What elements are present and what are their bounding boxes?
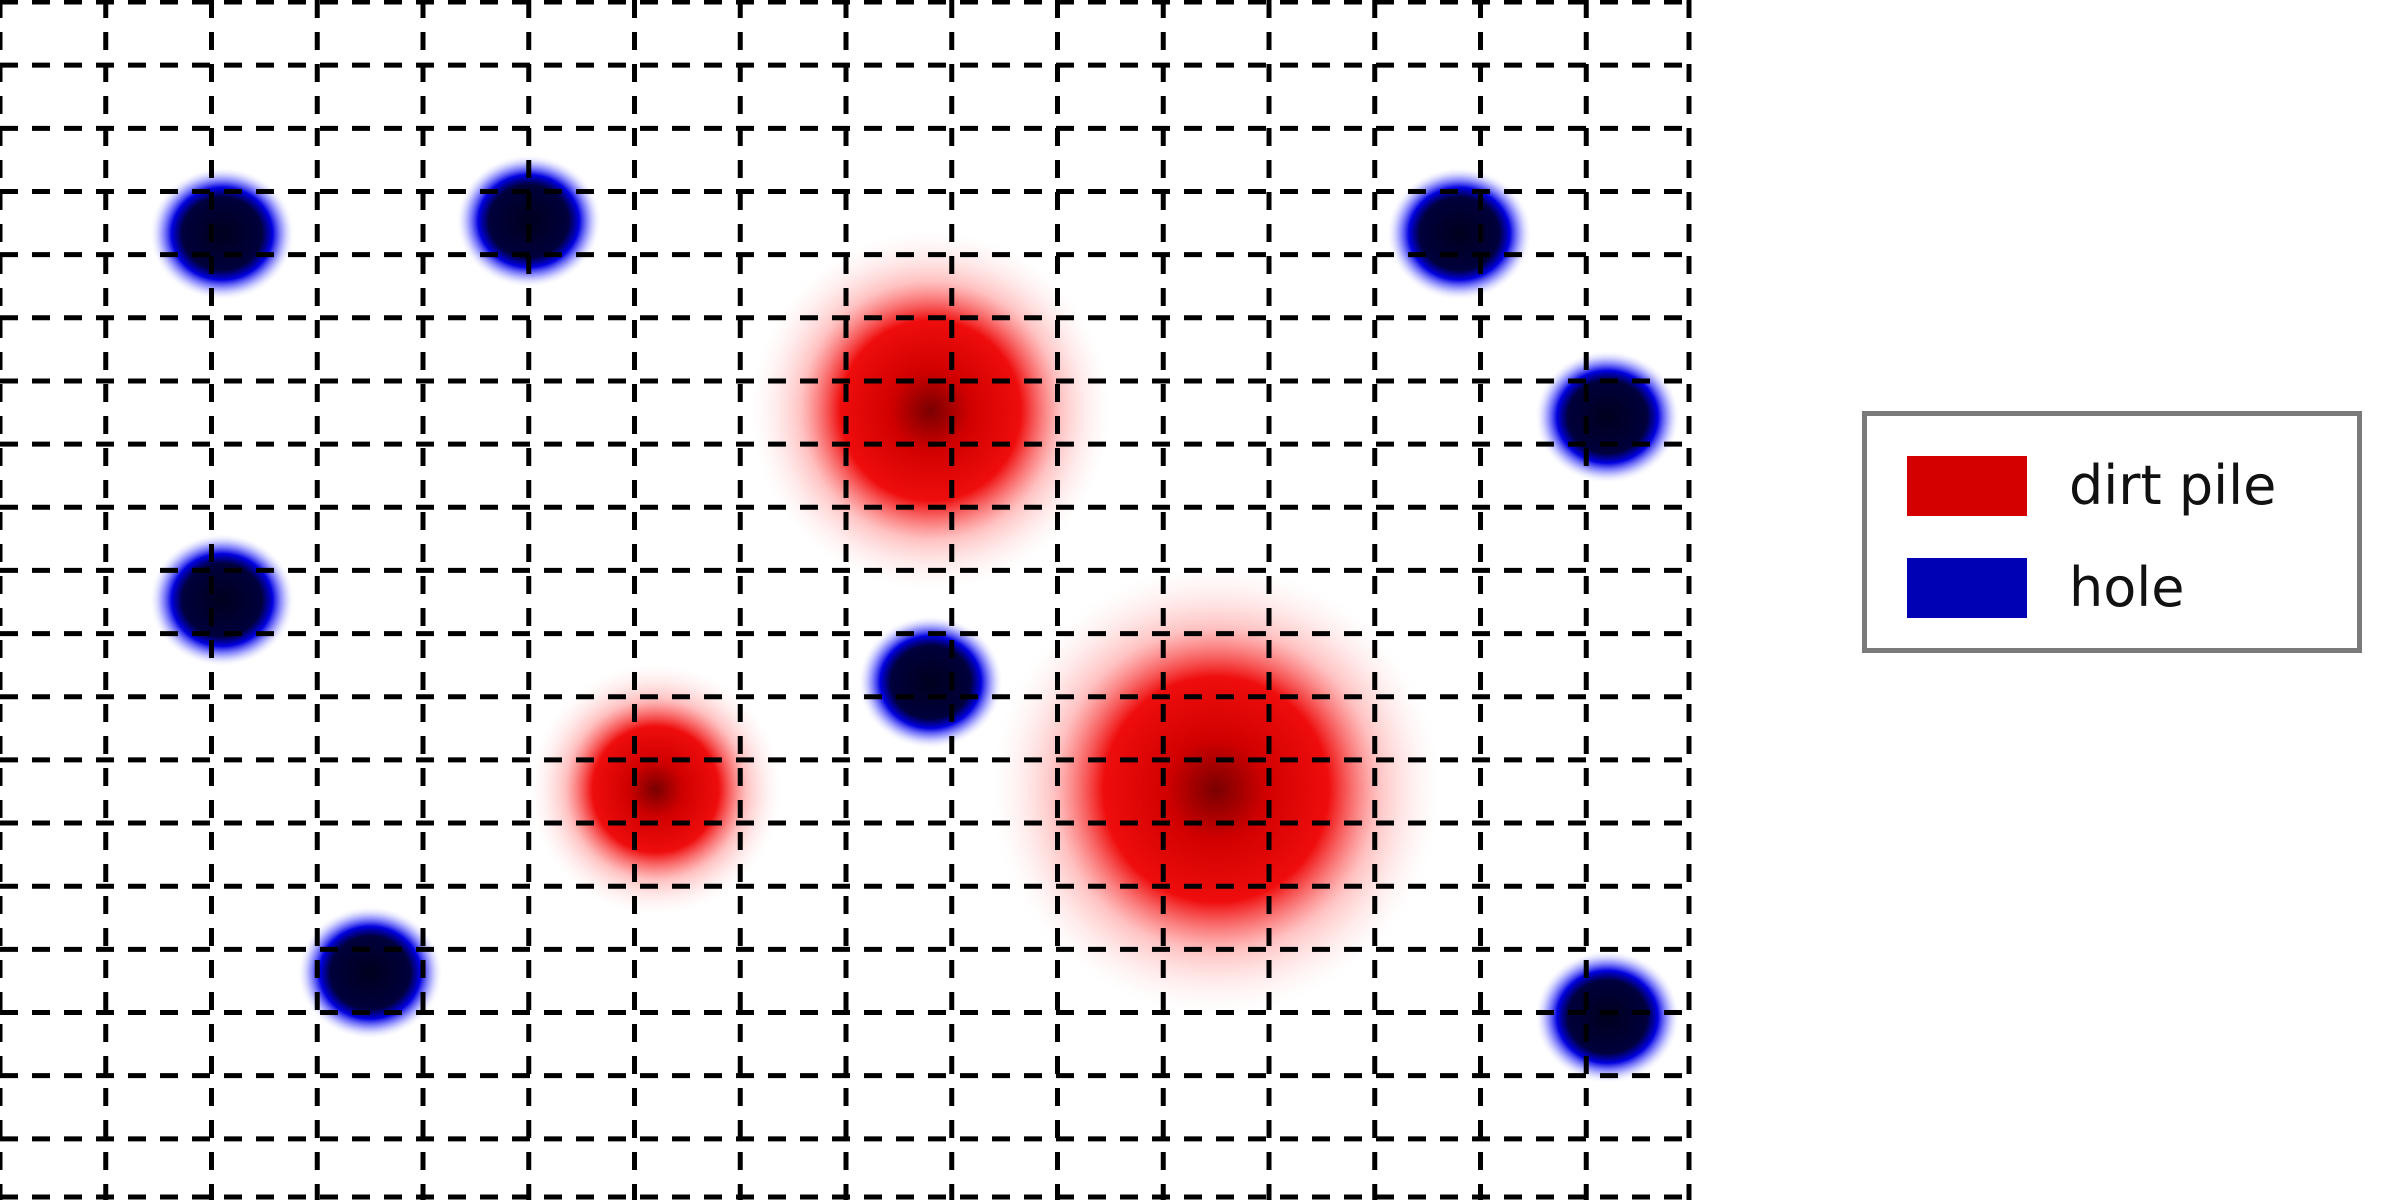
dirt-pile-3 (991, 564, 1442, 1015)
dirt-pile-2 (529, 663, 782, 916)
legend-label-hole: hole (2069, 556, 2185, 619)
hole-swatch (1907, 558, 2027, 618)
legend-item-dirt-pile: dirt pile (1907, 456, 2276, 516)
legend-item-hole: hole (1907, 558, 2185, 618)
grid-lines (0, 0, 1692, 1200)
dirt-pile-swatch (1907, 456, 2027, 516)
hole-5 (150, 534, 295, 666)
hole-1 (150, 167, 295, 300)
dirt-pile-1 (750, 230, 1111, 591)
hole-7 (298, 906, 443, 1039)
hole-4 (1535, 350, 1680, 483)
hole-8 (1535, 950, 1680, 1083)
hole-6 (858, 616, 1003, 749)
legend: dirt pile hole (1862, 411, 2362, 653)
legend-label-dirt-pile: dirt pile (2069, 454, 2277, 517)
features-layer (150, 155, 1680, 1083)
hole-3 (1387, 167, 1532, 300)
